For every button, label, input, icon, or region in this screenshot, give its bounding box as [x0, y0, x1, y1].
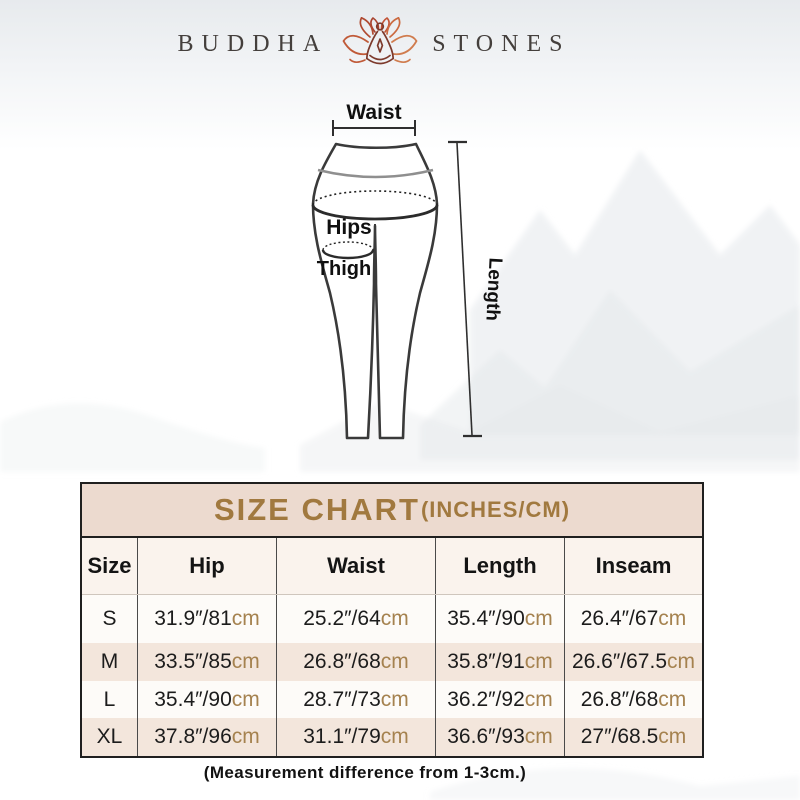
size-value: S: [82, 595, 138, 643]
brand-word-buddha: BUDDHA: [177, 30, 329, 57]
inseam-value: 27″/68.5 cm: [580, 725, 687, 748]
size-chart-title-text: SIZE CHART: [213, 492, 420, 527]
col-header-inseam: Inseam: [595, 553, 672, 578]
table-row-l: L 35.4″/90 cm 28.7″/73 cm 36.2″/92 cm 26.8″…: [82, 681, 702, 718]
hip-value: 33.5″/85 cm: [138, 643, 277, 681]
size-chart-units-text: (INCHES/CM): [420, 497, 571, 522]
waist-value: 25.2″/64 cm: [277, 595, 436, 643]
size-value: XL: [82, 718, 138, 756]
length-value: 35.4″/90 cm: [436, 595, 565, 643]
table-row-s: S 31.9″/81 cm 25.2″/64 cm 35.4″/90 cm 26.4″…: [82, 595, 702, 643]
brand-word-stones: STONES: [432, 30, 571, 57]
waist-value: 28.7″/73 cm: [277, 681, 436, 718]
size-chart-table: SIZE CHART (INCHES/CM) Size Hip Waist Le…: [80, 482, 704, 758]
hip-value: 37.8″/96 cm: [138, 718, 277, 756]
col-header-size: Size: [82, 538, 138, 594]
waist-measure-line: [332, 120, 416, 136]
length-value: 36.2″/92 cm: [436, 681, 565, 718]
waist-value: 26.8″/68 cm: [277, 643, 436, 681]
waistband-seam-line: [317, 168, 434, 179]
col-header-waist: Waist: [277, 538, 436, 594]
size-value: M: [82, 643, 138, 681]
thigh-ellipse-dotted: [322, 241, 374, 251]
brand-logo: BUDDHA STONES: [0, 14, 774, 74]
hips-ellipse-solid: [311, 204, 439, 221]
lotus-meditation-logo-icon: [342, 17, 418, 65]
leggings-measurement-diagram: Waist Hips Thigh Length: [285, 95, 510, 450]
size-value: L: [82, 681, 138, 718]
hips-label: Hips: [326, 216, 372, 239]
col-header-length: Length: [436, 538, 565, 594]
waist-value: 31.1″/79 cm: [277, 718, 436, 756]
size-chart-title-band: SIZE CHART (INCHES/CM): [82, 484, 702, 538]
length-label: Length: [481, 257, 505, 321]
table-row-xl: XL 37.8″/96 cm 31.1″/79 cm 36.6″/93 cm 27″/…: [82, 718, 702, 756]
hips-ellipse-dotted: [312, 190, 438, 206]
waist-label: Waist: [346, 101, 401, 124]
inseam-value: 26.4″/67 cm: [580, 607, 687, 630]
hip-value: 31.9″/81 cm: [138, 595, 277, 643]
thigh-label: Thigh: [317, 258, 371, 280]
length-measure-line: [448, 140, 482, 438]
hip-value: 35.4″/90 cm: [138, 681, 277, 718]
col-header-hip: Hip: [138, 538, 277, 594]
inseam-value: 26.6″/67.5 cm: [571, 650, 695, 673]
length-value: 36.6″/93 cm: [436, 718, 565, 756]
thigh-ellipse-solid: [321, 249, 375, 260]
measurement-tolerance-note: (Measurement difference from 1-3cm.): [203, 763, 527, 782]
inseam-value: 26.8″/68 cm: [580, 687, 687, 711]
length-value: 35.8″/91 cm: [436, 643, 565, 681]
table-row-m: M 33.5″/85 cm 26.8″/68 cm 35.8″/91 cm 26.6″…: [82, 643, 702, 681]
table-header-row: Size Hip Waist Length Inseam: [82, 538, 702, 595]
